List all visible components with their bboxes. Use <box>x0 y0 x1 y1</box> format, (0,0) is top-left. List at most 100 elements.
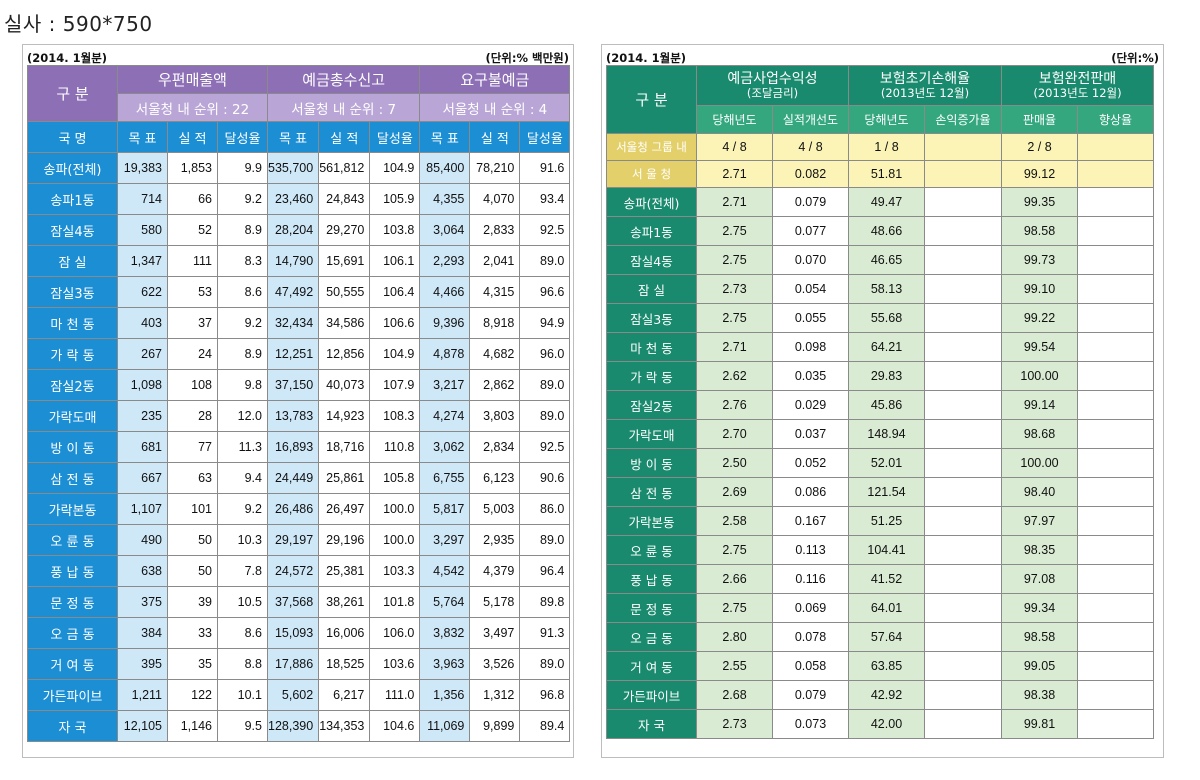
value-cell: 28,204 <box>266 214 320 246</box>
table-row: 잠실3동 2.75 0.055 55.68 99.22 <box>606 303 1154 333</box>
column-header: 달성율 <box>217 121 268 153</box>
value-cell: 0.037 <box>772 419 849 449</box>
value-cell: 18,716 <box>318 431 371 463</box>
row-label: 마 천 동 <box>606 332 697 362</box>
value-cell: 580 <box>117 214 168 246</box>
value-cell: 11.3 <box>217 431 268 463</box>
value-cell: 15,093 <box>266 617 320 649</box>
value-cell: 111.0 <box>369 679 421 711</box>
value-cell: 55.68 <box>848 303 925 333</box>
value-cell: 122 <box>167 679 218 711</box>
value-cell: 98.40 <box>1001 477 1078 507</box>
value-cell: 4,315 <box>469 276 521 308</box>
value-cell: 96.6 <box>519 276 571 308</box>
value-cell: 6,123 <box>469 462 521 494</box>
value-cell: 2,293 <box>419 245 471 277</box>
value-cell <box>1077 332 1154 362</box>
row-label: 송파(전체) <box>27 152 118 184</box>
value-cell: 4,379 <box>469 555 521 587</box>
group-subtitle: (조달금리) <box>746 85 799 100</box>
row-label: 서울청 그룹 내 <box>606 133 697 161</box>
value-cell: 92.5 <box>519 431 571 463</box>
group-header: 예금사업수익성 (조달금리) <box>696 65 849 106</box>
value-cell: 128,390 <box>266 710 320 742</box>
value-cell: 89.0 <box>519 400 571 432</box>
row-label: 방 이 동 <box>27 431 118 463</box>
value-cell: 33 <box>167 617 218 649</box>
row-label: 가락본동 <box>606 506 697 536</box>
value-cell: 15,691 <box>318 245 371 277</box>
column-header: 실 적 <box>167 121 218 153</box>
value-cell: 48.66 <box>848 216 925 246</box>
value-cell: 5,764 <box>419 586 471 618</box>
value-cell: 106.6 <box>369 307 421 339</box>
group-subtitle: (2013년도 12월) <box>880 85 970 100</box>
row-label: 가든파이브 <box>27 679 118 711</box>
value-cell: 24,572 <box>266 555 320 587</box>
value-cell <box>1077 709 1154 739</box>
value-cell: 2.75 <box>696 593 773 623</box>
row-label: 풍 납 동 <box>606 564 697 594</box>
value-cell: 9,396 <box>419 307 471 339</box>
value-cell <box>924 535 1002 565</box>
table-row: 오 금 동 2.80 0.078 57.64 98.58 <box>606 622 1154 652</box>
value-cell: 2.76 <box>696 390 773 420</box>
value-cell: 7.8 <box>217 555 268 587</box>
value-cell: 111 <box>167 245 218 277</box>
value-cell <box>1077 390 1154 420</box>
table-row: 송파(전체) 2.71 0.079 49.47 99.35 <box>606 187 1154 217</box>
value-cell: 3,497 <box>469 617 521 649</box>
value-cell: 100.0 <box>369 524 421 556</box>
value-cell: 16,893 <box>266 431 320 463</box>
table-row: 가락본동 1,107 101 9.2 26,486 26,497 100.0 5,817 5,0… <box>27 493 571 525</box>
column-header: 당해년도 <box>696 105 773 134</box>
value-cell: 50 <box>167 524 218 556</box>
row-label: 잠 실 <box>27 245 118 277</box>
value-cell <box>1077 216 1154 246</box>
row-label: 풍 납 동 <box>27 555 118 587</box>
value-cell: 0.086 <box>772 477 849 507</box>
value-cell <box>924 390 1002 420</box>
value-cell: 3,526 <box>469 648 521 680</box>
row-label: 송파1동 <box>27 183 118 215</box>
table-row: 삼 전 동 2.69 0.086 121.54 98.40 <box>606 477 1154 507</box>
value-cell: 12,251 <box>266 338 320 370</box>
value-cell <box>1077 506 1154 536</box>
value-cell: 99.35 <box>1001 187 1078 217</box>
table-row: 송파(전체) 19,383 1,853 9.9 535,700 561,812 104.9 8… <box>27 152 571 184</box>
value-cell: 4,466 <box>419 276 471 308</box>
value-cell: 18,525 <box>318 648 371 680</box>
value-cell: 2.75 <box>696 245 773 275</box>
table-row: 거 여 동 395 35 8.8 17,886 18,525 103.6 3,963 3,526… <box>27 648 571 680</box>
value-cell: 8.3 <box>217 245 268 277</box>
value-cell: 23,460 <box>266 183 320 215</box>
value-cell: 0.078 <box>772 622 849 652</box>
value-cell: 101.8 <box>369 586 421 618</box>
value-cell <box>924 593 1002 623</box>
value-cell: 1,347 <box>117 245 168 277</box>
table-row: 잠실2동 1,098 108 9.8 37,150 40,073 107.9 3,217 2,8… <box>27 369 571 401</box>
value-cell: 2,833 <box>469 214 521 246</box>
value-cell: 77 <box>167 431 218 463</box>
value-cell <box>1077 160 1154 188</box>
column-header: 실적개선도 <box>772 105 849 134</box>
value-cell: 28 <box>167 400 218 432</box>
value-cell: 98.58 <box>1001 622 1078 652</box>
value-cell: 89.4 <box>519 710 571 742</box>
value-cell: 622 <box>117 276 168 308</box>
row-label: 삼 전 동 <box>606 477 697 507</box>
value-cell <box>924 303 1002 333</box>
value-cell: 667 <box>117 462 168 494</box>
value-cell: 37,568 <box>266 586 320 618</box>
group-header-row: 구 분 예금사업수익성 (조달금리) 보험초기손해율 (2013년도 12월) 보험완전판… <box>606 65 1154 134</box>
table-row: 오 륜 동 490 50 10.3 29,197 29,196 100.0 3,297 2,93… <box>27 524 571 556</box>
value-cell: 13,783 <box>266 400 320 432</box>
value-cell: 85,400 <box>419 152 471 184</box>
value-cell: 2.69 <box>696 477 773 507</box>
value-cell: 29,270 <box>318 214 371 246</box>
value-cell: 99.34 <box>1001 593 1078 623</box>
value-cell <box>924 332 1002 362</box>
group-title: 보험초기손해율 <box>879 71 971 88</box>
value-cell: 53 <box>167 276 218 308</box>
group-header: 보험초기손해율 (2013년도 12월) <box>848 65 1002 106</box>
